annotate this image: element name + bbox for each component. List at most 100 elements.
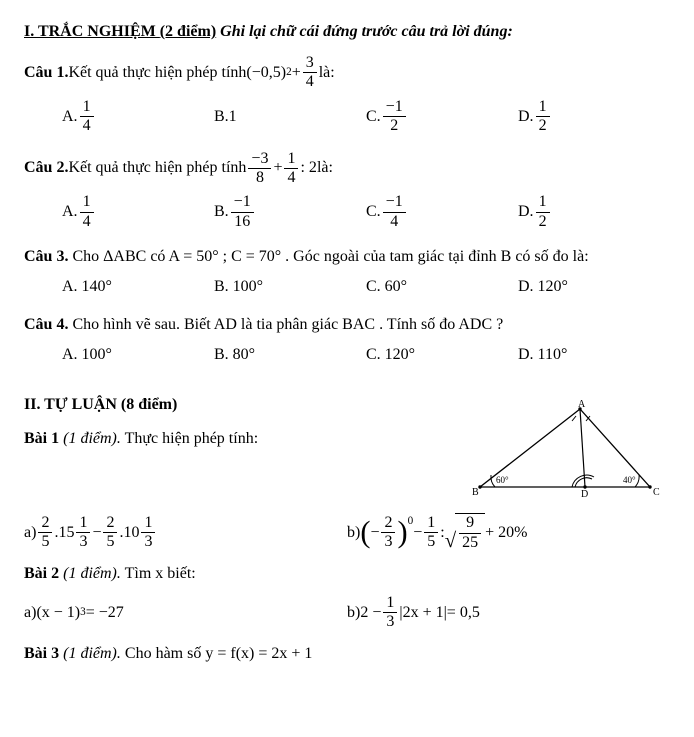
bai3-label: Bài 3 bbox=[24, 645, 59, 662]
q3-options: A. 140° B. 100° C. 60° D. 120° bbox=[62, 275, 670, 299]
q4-opt-b: B. 80° bbox=[214, 343, 366, 367]
tri-label-c: C bbox=[653, 487, 660, 498]
q1-a-frac: 1 4 bbox=[80, 98, 94, 136]
q1-frac: 3 4 bbox=[303, 54, 317, 92]
q2-plus: + bbox=[273, 156, 282, 180]
q1-c-num: −1 bbox=[383, 98, 406, 117]
q1-stem-b: là: bbox=[319, 61, 335, 85]
bai2-a: a) (x − 1)3 = −27 bbox=[24, 594, 347, 632]
tri-label-d: D bbox=[581, 489, 588, 499]
q3-opt-a: A. 140° bbox=[62, 275, 214, 299]
q1-b-label: B. bbox=[214, 105, 229, 129]
q2-b-frac: −1 16 bbox=[231, 193, 254, 231]
bai1-points: (1 điểm). bbox=[59, 430, 121, 447]
bai1-b-expr: ( − 23 )0 − 15 : √ 925 + 20% bbox=[360, 513, 527, 552]
q2-colon2: : 2 bbox=[300, 156, 316, 180]
q1-plus: + bbox=[292, 61, 301, 85]
bai1-stem: Thực hiện phép tính: bbox=[121, 430, 258, 447]
q1-frac-den: 4 bbox=[303, 73, 317, 91]
q2-d-label: D. bbox=[518, 200, 534, 224]
q1-opt-d: D. 1 2 bbox=[518, 98, 670, 136]
q2-b-den: 16 bbox=[231, 213, 254, 231]
question-1: Câu 1. Kết quả thực hiện phép tính (−0,5… bbox=[24, 54, 670, 92]
tri-ang-b: 60° bbox=[496, 475, 509, 485]
bai1b-qn: 1 bbox=[424, 514, 438, 533]
q2-f2: 1 4 bbox=[284, 150, 298, 188]
q2-f1-den: 8 bbox=[248, 169, 271, 187]
q1-d-num: 1 bbox=[536, 98, 550, 117]
q2-d-den: 2 bbox=[536, 213, 550, 231]
bai2-row: a) (x − 1)3 = −27 b) 2 − 13 |2x + 1| = 0… bbox=[24, 594, 670, 632]
bai-2: Bài 2 (1 điểm). Tìm x biết: bbox=[24, 562, 670, 586]
bai2-b-eq: = 0,5 bbox=[447, 601, 480, 625]
q1-opt-c: C. −1 2 bbox=[366, 98, 518, 136]
section-1-title-underlined: I. TRẮC NGHIỆM bbox=[24, 23, 160, 40]
bai-3: Bài 3 (1 điểm). Cho hàm số y = f(x) = 2x… bbox=[24, 642, 670, 666]
q1-c-den: 2 bbox=[383, 117, 406, 135]
bai1a-f3n: 2 bbox=[103, 514, 117, 533]
bai2-b-fd: 3 bbox=[383, 613, 397, 631]
q1-stem-a: Kết quả thực hiện phép tính bbox=[68, 61, 246, 85]
bai1b-pn: 2 bbox=[381, 514, 395, 533]
q2-c-frac: −1 4 bbox=[383, 193, 406, 231]
q4-options: A. 100° B. 80° C. 120° D. 110° bbox=[62, 343, 670, 367]
bai3-stem: Cho hàm số y = f(x) = 2x + 1 bbox=[121, 645, 313, 662]
section-1-instruction: Ghi lại chữ cái đứng trước câu trả lời đ… bbox=[216, 23, 513, 40]
q1-c-label: C. bbox=[366, 105, 381, 129]
bai1-a-label: a) bbox=[24, 521, 36, 545]
q2-expr: −3 8 + 1 4 : 2 bbox=[246, 150, 317, 188]
q2-stem-a: Kết quả thực hiện phép tính bbox=[68, 156, 246, 180]
q2-d-frac: 1 2 bbox=[536, 193, 550, 231]
q2-b-num: −1 bbox=[231, 193, 254, 212]
q2-opt-d: D. 1 2 bbox=[518, 193, 670, 231]
bai2-stem: Tìm x biết: bbox=[121, 565, 196, 582]
bai1b-plus: + 20% bbox=[485, 521, 527, 545]
bai1a-f1n: 2 bbox=[38, 514, 52, 533]
bai1a-f3d: 5 bbox=[103, 533, 117, 551]
q1-base: (−0,5) bbox=[246, 61, 286, 85]
bai1a-dot2: .10 bbox=[119, 521, 139, 545]
bai2-b-pre: 2 − bbox=[360, 601, 381, 625]
q2-d-num: 1 bbox=[536, 193, 550, 212]
q1-a-den: 4 bbox=[80, 117, 94, 135]
bai2-a-label: a) bbox=[24, 601, 36, 625]
bai2-b-expr: 2 − 13 |2x + 1| = 0,5 bbox=[360, 594, 480, 632]
bai1-b-label: b) bbox=[347, 521, 360, 545]
q2-options: A. 1 4 B. −1 16 C. −1 4 D. 1 2 bbox=[62, 193, 670, 231]
q2-opt-b: B. −1 16 bbox=[214, 193, 366, 231]
q3-label: Câu 3. bbox=[24, 248, 68, 265]
bai2-b-fn: 1 bbox=[383, 594, 397, 613]
q4-label: Câu 4. bbox=[24, 316, 68, 333]
q1-a-label: A. bbox=[62, 105, 78, 129]
tri-ang-c: 40° bbox=[623, 475, 636, 485]
bai2-points: (1 điểm). bbox=[59, 565, 121, 582]
q4-opt-d: D. 110° bbox=[518, 343, 670, 367]
q3-opt-d: D. 120° bbox=[518, 275, 670, 299]
bai2-label: Bài 2 bbox=[24, 565, 59, 582]
tri-label-b: B bbox=[472, 487, 479, 498]
q2-c-label: C. bbox=[366, 200, 381, 224]
q2-a-frac: 1 4 bbox=[80, 193, 94, 231]
q1-frac-num: 3 bbox=[303, 54, 317, 73]
tri-label-a: A bbox=[578, 399, 586, 410]
bai1-label: Bài 1 bbox=[24, 430, 59, 447]
bai2-b: b) 2 − 13 |2x + 1| = 0,5 bbox=[347, 594, 670, 632]
bai1b-pd: 3 bbox=[381, 533, 395, 551]
q1-opt-a: A. 1 4 bbox=[62, 98, 214, 136]
q2-c-den: 4 bbox=[383, 213, 406, 231]
q2-stem-b: là: bbox=[317, 156, 333, 180]
q2-a-num: 1 bbox=[80, 193, 94, 212]
question-4: Câu 4. Cho hình vẽ sau. Biết AD là tia p… bbox=[24, 313, 670, 337]
q2-b-label: B. bbox=[214, 200, 229, 224]
bai1a-dot1: .15 bbox=[54, 521, 74, 545]
bai1-a-expr: 25 .15 13 − 25 .10 13 bbox=[36, 514, 157, 552]
q2-opt-c: C. −1 4 bbox=[366, 193, 518, 231]
q3-opt-c: C. 60° bbox=[366, 275, 518, 299]
q4-opt-a: A. 100° bbox=[62, 343, 214, 367]
q2-opt-a: A. 1 4 bbox=[62, 193, 214, 231]
q2-a-den: 4 bbox=[80, 213, 94, 231]
bai2-b-abs: |2x + 1| bbox=[399, 601, 446, 625]
bai2-a-eq: = −27 bbox=[86, 601, 124, 625]
q1-label: Câu 1. bbox=[24, 61, 68, 85]
section-1-points: (2 điểm) bbox=[160, 23, 216, 40]
